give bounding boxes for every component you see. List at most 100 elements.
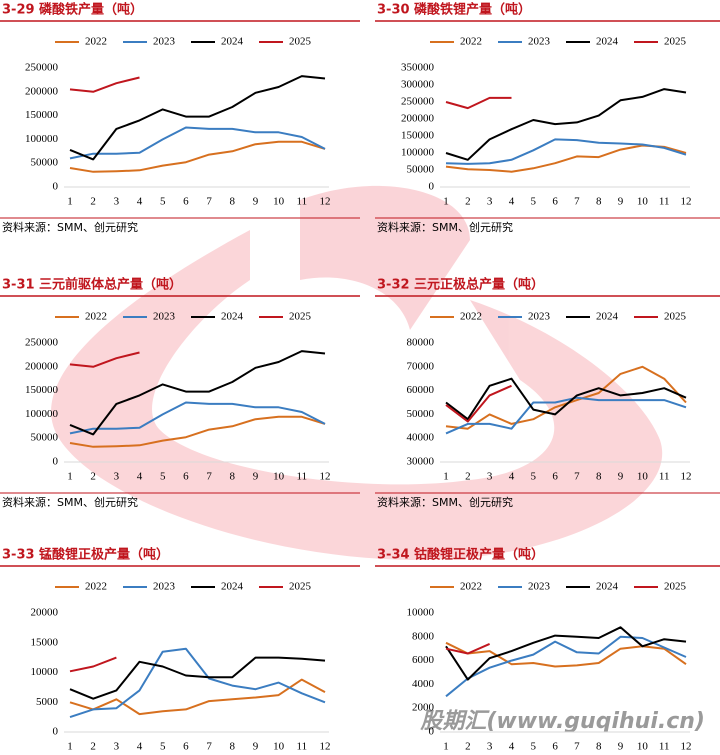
legend-label: 2023 xyxy=(528,581,551,593)
y-tick-label: 80000 xyxy=(407,337,435,349)
x-tick-label: 11 xyxy=(297,741,308,753)
x-tick-label: 11 xyxy=(297,471,308,483)
y-tick-label: 8000 xyxy=(412,630,435,642)
x-tick-label: 1 xyxy=(443,741,449,753)
x-tick-label: 8 xyxy=(596,741,602,753)
x-tick-label: 6 xyxy=(552,741,558,753)
x-tick-label: 6 xyxy=(183,471,189,483)
series-line xyxy=(445,626,687,681)
y-tick-label: 150000 xyxy=(25,384,59,396)
y-tick-label: 0 xyxy=(53,726,59,738)
chart-title: 3-32 三元正极总产量（吨） xyxy=(377,277,544,293)
y-tick-label: 2000 xyxy=(412,702,435,714)
x-tick-label: 7 xyxy=(206,471,212,483)
x-tick-label: 10 xyxy=(273,741,285,753)
x-tick-label: 7 xyxy=(574,196,580,208)
x-tick-label: 4 xyxy=(509,471,515,483)
x-tick-label: 2 xyxy=(90,196,96,208)
y-tick-label: 0 xyxy=(53,456,59,468)
x-tick-label: 8 xyxy=(596,471,602,483)
y-tick-label: 150000 xyxy=(401,130,435,142)
series-line xyxy=(69,76,140,93)
series-line xyxy=(69,678,326,716)
legend-label: 2023 xyxy=(153,36,176,48)
y-tick-label: 4000 xyxy=(412,678,435,690)
x-tick-label: 12 xyxy=(681,741,692,753)
series-line xyxy=(69,140,326,173)
x-tick-label: 10 xyxy=(273,196,285,208)
x-tick-label: 9 xyxy=(253,741,259,753)
series-line xyxy=(445,635,687,698)
y-tick-label: 30000 xyxy=(407,456,435,468)
series-line xyxy=(69,647,326,719)
legend-label: 2022 xyxy=(85,36,107,48)
y-tick-label: 150000 xyxy=(25,109,59,121)
series-line xyxy=(69,75,326,161)
x-tick-label: 8 xyxy=(596,196,602,208)
y-tick-label: 100000 xyxy=(401,147,435,159)
source-note: 资料来源：SMM、创元研究 xyxy=(377,495,513,509)
x-tick-label: 12 xyxy=(681,196,692,208)
y-tick-label: 0 xyxy=(429,726,435,738)
x-tick-label: 5 xyxy=(531,196,537,208)
series-line xyxy=(69,401,326,435)
x-tick-label: 2 xyxy=(465,196,471,208)
series-line xyxy=(445,96,512,110)
x-tick-label: 4 xyxy=(509,196,515,208)
source-note: 资料来源：SMM、创元研究 xyxy=(377,220,513,234)
y-tick-label: 6000 xyxy=(412,654,435,666)
x-tick-label: 2 xyxy=(90,741,96,753)
x-tick-label: 11 xyxy=(297,196,308,208)
x-tick-label: 11 xyxy=(659,196,670,208)
x-tick-label: 11 xyxy=(659,471,670,483)
y-tick-label: 70000 xyxy=(407,360,435,372)
series-line xyxy=(69,351,140,368)
y-tick-label: 0 xyxy=(429,181,435,193)
series-line xyxy=(69,415,326,448)
x-tick-label: 7 xyxy=(574,741,580,753)
y-tick-label: 40000 xyxy=(407,432,435,444)
legend-label: 2022 xyxy=(460,581,482,593)
legend-label: 2024 xyxy=(221,581,244,593)
y-tick-label: 100000 xyxy=(25,408,59,420)
x-tick-label: 9 xyxy=(618,196,624,208)
series-line xyxy=(69,656,326,700)
x-tick-label: 7 xyxy=(574,471,580,483)
series-line xyxy=(69,126,326,160)
series-line xyxy=(445,642,491,655)
y-tick-label: 250000 xyxy=(401,96,435,108)
legend-label: 2025 xyxy=(289,581,312,593)
y-tick-label: 50000 xyxy=(31,157,59,169)
chart-title: 3-29 磷酸铁产量（吨） xyxy=(2,2,143,18)
y-tick-label: 0 xyxy=(53,181,59,193)
x-tick-label: 10 xyxy=(273,471,285,483)
x-tick-label: 12 xyxy=(681,471,692,483)
legend-label: 2025 xyxy=(664,311,687,323)
x-tick-label: 1 xyxy=(67,196,73,208)
x-tick-label: 6 xyxy=(552,196,558,208)
x-tick-label: 7 xyxy=(206,741,212,753)
y-tick-label: 300000 xyxy=(401,79,435,91)
y-tick-label: 50000 xyxy=(407,408,435,420)
legend-label: 2023 xyxy=(528,311,551,323)
x-tick-label: 4 xyxy=(137,471,143,483)
y-tick-label: 350000 xyxy=(401,62,435,74)
x-tick-label: 8 xyxy=(230,471,236,483)
x-tick-label: 3 xyxy=(114,741,120,753)
chart-title: 3-31 三元前驱体总产量（吨） xyxy=(2,277,182,293)
x-tick-label: 4 xyxy=(509,741,515,753)
legend-label: 2022 xyxy=(85,581,107,593)
legend-label: 2023 xyxy=(528,36,551,48)
x-tick-label: 5 xyxy=(160,471,166,483)
x-tick-label: 9 xyxy=(253,471,259,483)
y-tick-label: 60000 xyxy=(407,384,435,396)
y-tick-label: 200000 xyxy=(25,360,59,372)
legend-label: 2025 xyxy=(289,311,312,323)
legend-label: 2022 xyxy=(460,36,482,48)
x-tick-label: 4 xyxy=(137,741,143,753)
chart-title: 3-30 磷酸铁锂产量（吨） xyxy=(377,2,531,18)
y-tick-label: 100000 xyxy=(25,133,59,145)
x-tick-label: 4 xyxy=(137,196,143,208)
series-line xyxy=(445,377,687,421)
logo-watermark xyxy=(51,185,663,560)
